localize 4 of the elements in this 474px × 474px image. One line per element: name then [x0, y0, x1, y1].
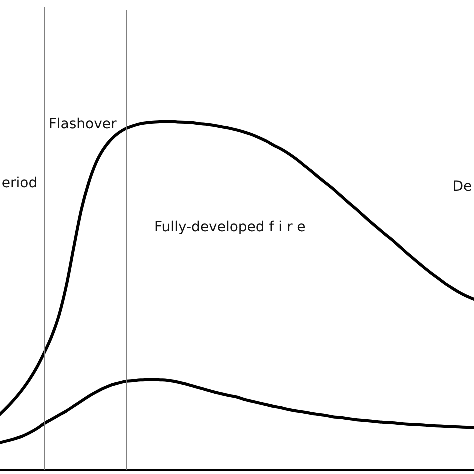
annotation: Flashover [48, 116, 117, 132]
annotation: Fully-developed f i r e [154, 220, 306, 236]
annotation: eriod [2, 176, 38, 192]
annotation: De [452, 178, 472, 195]
